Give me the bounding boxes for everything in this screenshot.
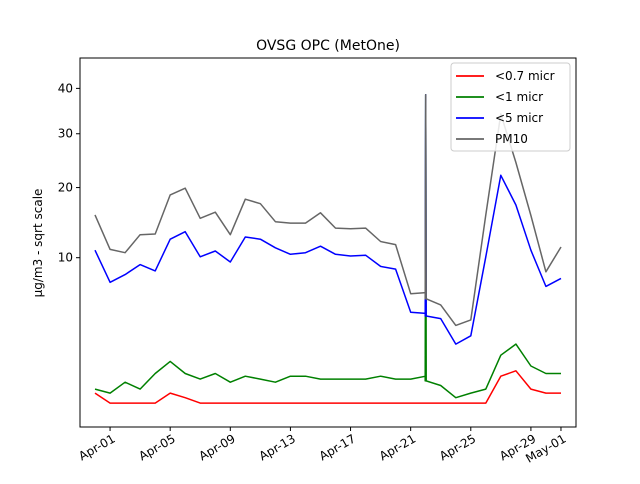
x-tick-label: Apr-17 (317, 431, 358, 463)
chart-title: OVSG OPC (MetOne) (256, 38, 400, 54)
legend-box (450, 62, 571, 152)
y-tick-label: 40 (58, 81, 73, 95)
x-tick-label: Apr-09 (197, 431, 238, 463)
y-tick-label: 20 (58, 181, 73, 195)
series-line-3 (94, 94, 562, 327)
series-line-2 (94, 94, 562, 345)
legend-label: <5 micr (495, 111, 543, 125)
y-tick-label: 10 (58, 251, 73, 265)
x-tick-label: Apr-13 (257, 431, 298, 463)
y-axis: 10 20 30 40 (58, 81, 80, 265)
x-tick-label: Apr-25 (437, 431, 478, 463)
x-tick-label: Apr-21 (377, 431, 418, 463)
legend-label: <1 micr (495, 90, 543, 104)
y-axis-label: µg/m3 - sqrt scale (31, 189, 45, 298)
series-line-1 (94, 94, 561, 399)
series-layer (94, 94, 562, 404)
series-line-0 (94, 370, 561, 404)
x-axis: Apr-01 Apr-05 Apr-09 Apr-13 Apr-17 Apr-21 Apr-… (76, 427, 569, 466)
x-tick-label: Apr-05 (136, 431, 177, 463)
plot-frame (79, 57, 577, 428)
y-tick-label: 30 (58, 127, 73, 141)
legend-label: <0.7 micr (495, 69, 555, 83)
x-tick-label: Apr-01 (76, 431, 117, 463)
legend: <0.7 micr <1 micr <5 micr PM10 (450, 62, 571, 152)
legend-label: PM10 (495, 132, 528, 146)
